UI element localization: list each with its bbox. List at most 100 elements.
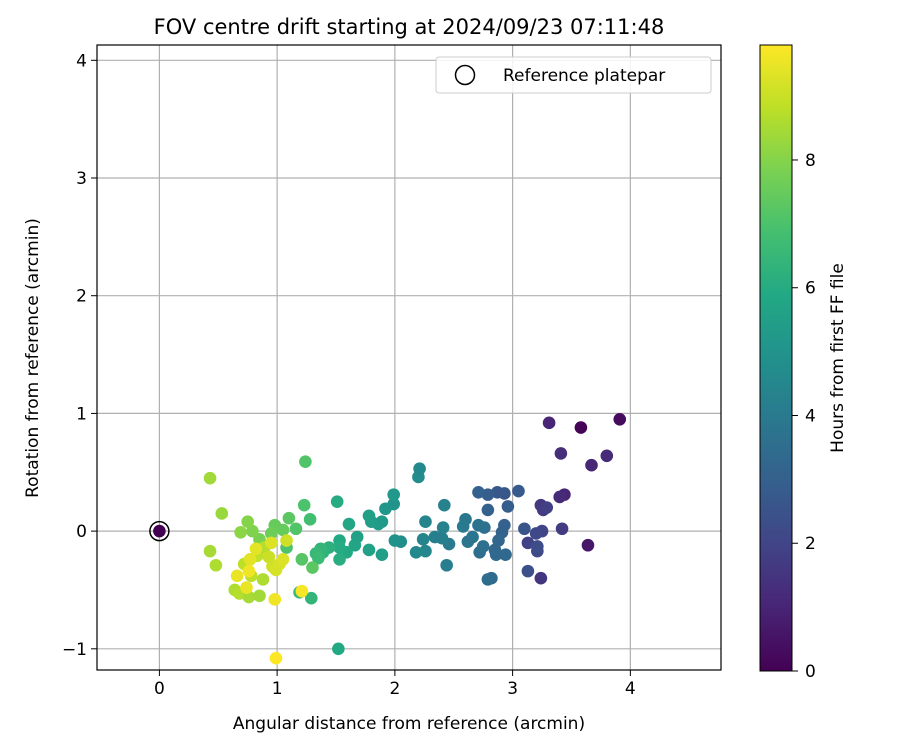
legend-entry-label: Reference platepar bbox=[503, 66, 665, 86]
x-tick-label: 4 bbox=[625, 679, 636, 699]
y-tick-label: 0 bbox=[76, 522, 87, 542]
data-point bbox=[518, 522, 531, 536]
y-axis-label: Rotation from reference (arcmin) bbox=[23, 218, 43, 498]
y-tick-label: 3 bbox=[76, 169, 87, 189]
data-point bbox=[461, 535, 475, 549]
grid-lines bbox=[97, 45, 721, 670]
plot-frame bbox=[96, 44, 722, 671]
data-point bbox=[529, 527, 543, 540]
data-point bbox=[242, 564, 256, 578]
data-point bbox=[472, 518, 485, 532]
chart-title: FOV centre drift starting at 2024/09/23 … bbox=[154, 15, 665, 39]
x-axis: 0 1 2 3 4 bbox=[154, 670, 636, 699]
colorbar: 0 2 4 6 8 Hours from first FF file bbox=[759, 44, 848, 682]
data-point bbox=[304, 591, 318, 605]
data-point bbox=[330, 495, 344, 508]
data-point bbox=[531, 540, 544, 553]
data-point bbox=[342, 517, 356, 531]
data-point bbox=[416, 533, 430, 546]
data-point bbox=[581, 538, 595, 552]
data-point bbox=[585, 458, 598, 472]
data-point bbox=[481, 503, 495, 517]
data-point bbox=[282, 511, 296, 525]
data-point bbox=[375, 548, 389, 561]
data-point bbox=[295, 584, 309, 598]
data-point bbox=[362, 543, 376, 557]
data-point bbox=[242, 590, 256, 604]
data-point bbox=[253, 589, 266, 603]
reference-platepar-marker bbox=[149, 520, 170, 542]
data-point bbox=[440, 558, 453, 572]
data-point bbox=[419, 544, 432, 558]
data-point bbox=[299, 455, 312, 468]
data-point bbox=[264, 536, 278, 550]
data-point bbox=[240, 581, 253, 594]
data-point bbox=[348, 538, 362, 552]
legend-box bbox=[435, 56, 712, 94]
data-point bbox=[289, 522, 303, 536]
data-point bbox=[203, 544, 217, 558]
data-point bbox=[203, 471, 217, 485]
colorbar-tick-label: 0 bbox=[805, 662, 816, 682]
colorbar-label: Hours from first FF file bbox=[828, 263, 848, 453]
colorbar-ticks: 0 2 4 6 8 bbox=[792, 151, 816, 682]
data-point bbox=[436, 521, 450, 534]
data-point bbox=[230, 569, 244, 583]
data-point bbox=[388, 534, 402, 547]
data-point bbox=[419, 515, 432, 528]
data-point bbox=[379, 502, 392, 516]
data-point bbox=[472, 485, 485, 499]
x-axis-label: Angular distance from reference (arcmin) bbox=[233, 714, 585, 734]
colorbar-tick-label: 4 bbox=[805, 406, 816, 426]
x-tick-label: 1 bbox=[272, 679, 283, 699]
data-point bbox=[333, 553, 346, 566]
data-point bbox=[491, 485, 504, 499]
y-tick-label: 4 bbox=[76, 51, 87, 71]
data-point bbox=[249, 542, 263, 556]
data-point bbox=[209, 558, 223, 572]
data-point bbox=[306, 561, 319, 574]
legend-marker-icon bbox=[454, 64, 476, 86]
data-point bbox=[297, 498, 311, 512]
data-point bbox=[499, 548, 512, 561]
data-point bbox=[256, 573, 270, 586]
data-point bbox=[438, 498, 451, 512]
data-point bbox=[243, 553, 257, 566]
colorbar-tick-label: 6 bbox=[805, 279, 816, 299]
data-point bbox=[276, 553, 290, 566]
data-point bbox=[501, 500, 515, 513]
data-point bbox=[295, 553, 309, 566]
data-point bbox=[246, 524, 259, 538]
data-point bbox=[215, 507, 229, 520]
data-point bbox=[540, 501, 554, 514]
y-tick-label: 2 bbox=[76, 287, 87, 307]
data-point bbox=[554, 447, 568, 460]
x-tick-label: 2 bbox=[389, 679, 400, 699]
data-point bbox=[332, 642, 345, 656]
data-point bbox=[476, 540, 490, 553]
data-point bbox=[312, 551, 325, 565]
data-point bbox=[362, 509, 376, 523]
data-point bbox=[333, 541, 346, 554]
data-point bbox=[153, 524, 166, 538]
scatter-points bbox=[149, 412, 627, 665]
data-point bbox=[574, 421, 588, 434]
y-axis: −1 0 1 2 3 4 bbox=[62, 51, 97, 660]
data-point bbox=[555, 522, 569, 536]
colorbar-tick-label: 2 bbox=[805, 534, 816, 554]
x-tick-label: 0 bbox=[154, 679, 165, 699]
data-point bbox=[264, 527, 278, 540]
data-point bbox=[269, 651, 283, 665]
data-point bbox=[413, 462, 426, 476]
data-point bbox=[241, 515, 255, 528]
x-tick-label: 3 bbox=[507, 679, 518, 699]
data-point bbox=[512, 484, 525, 498]
data-point bbox=[268, 593, 282, 606]
data-point bbox=[542, 416, 556, 430]
data-point bbox=[613, 412, 627, 426]
data-point bbox=[481, 573, 495, 586]
y-tick-label: 1 bbox=[76, 404, 87, 424]
data-point bbox=[553, 490, 567, 504]
data-point bbox=[481, 488, 495, 501]
